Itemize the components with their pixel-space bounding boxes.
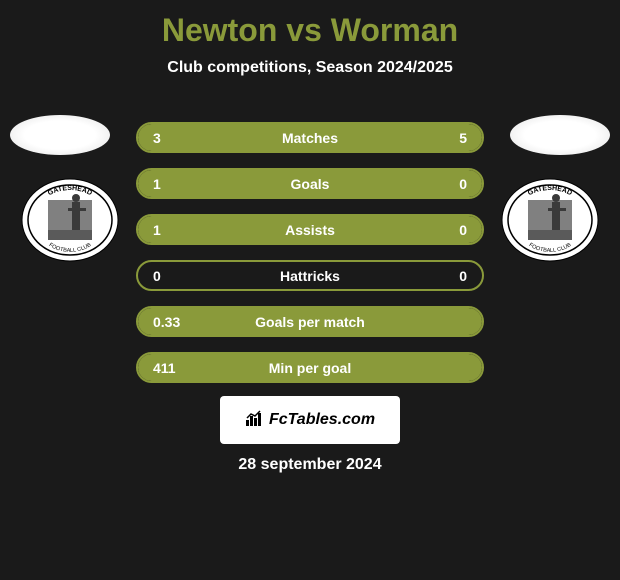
stat-label: Matches	[282, 130, 338, 146]
stat-label: Goals per match	[255, 314, 365, 330]
stat-label: Goals	[291, 176, 330, 192]
stat-value-right: 0	[459, 222, 467, 238]
stat-value-left: 0	[153, 268, 161, 284]
stat-row-matches: 3 Matches 5	[136, 122, 484, 153]
stat-value-left: 1	[153, 222, 161, 238]
stat-label: Assists	[285, 222, 335, 238]
stat-row-assists: 1 Assists 0	[136, 214, 484, 245]
club-badge-right: GATESHEAD FOOTBALL CLUB	[500, 178, 600, 263]
footer-brand-badge[interactable]: FcTables.com	[220, 396, 400, 444]
date-text: 28 september 2024	[238, 456, 381, 474]
stat-row-hattricks: 0 Hattricks 0	[136, 260, 484, 291]
stats-container: 3 Matches 5 1 Goals 0 1 Assists 0 0 Hatt…	[136, 122, 484, 398]
chart-icon	[245, 410, 265, 431]
stat-value-right: 0	[459, 268, 467, 284]
stat-value-right: 5	[459, 130, 467, 146]
stat-row-min-per-goal: 411 Min per goal	[136, 352, 484, 383]
stat-row-goals-per-match: 0.33 Goals per match	[136, 306, 484, 337]
club-badge-left: GATESHEAD FOOTBALL CLUB	[20, 178, 120, 263]
stat-value-right: 0	[459, 176, 467, 192]
stat-value-left: 3	[153, 130, 161, 146]
stat-label: Min per goal	[269, 360, 351, 376]
player-avatar-left	[10, 115, 110, 155]
stat-label: Hattricks	[280, 268, 340, 284]
page-subtitle: Club competitions, Season 2024/2025	[0, 59, 620, 77]
stat-value-left: 1	[153, 176, 161, 192]
stat-value-left: 411	[153, 360, 176, 376]
footer-brand-text: FcTables.com	[269, 411, 375, 429]
stat-value-left: 0.33	[153, 314, 180, 330]
page-title: Newton vs Worman	[0, 0, 620, 49]
stat-row-goals: 1 Goals 0	[136, 168, 484, 199]
player-avatar-right	[510, 115, 610, 155]
